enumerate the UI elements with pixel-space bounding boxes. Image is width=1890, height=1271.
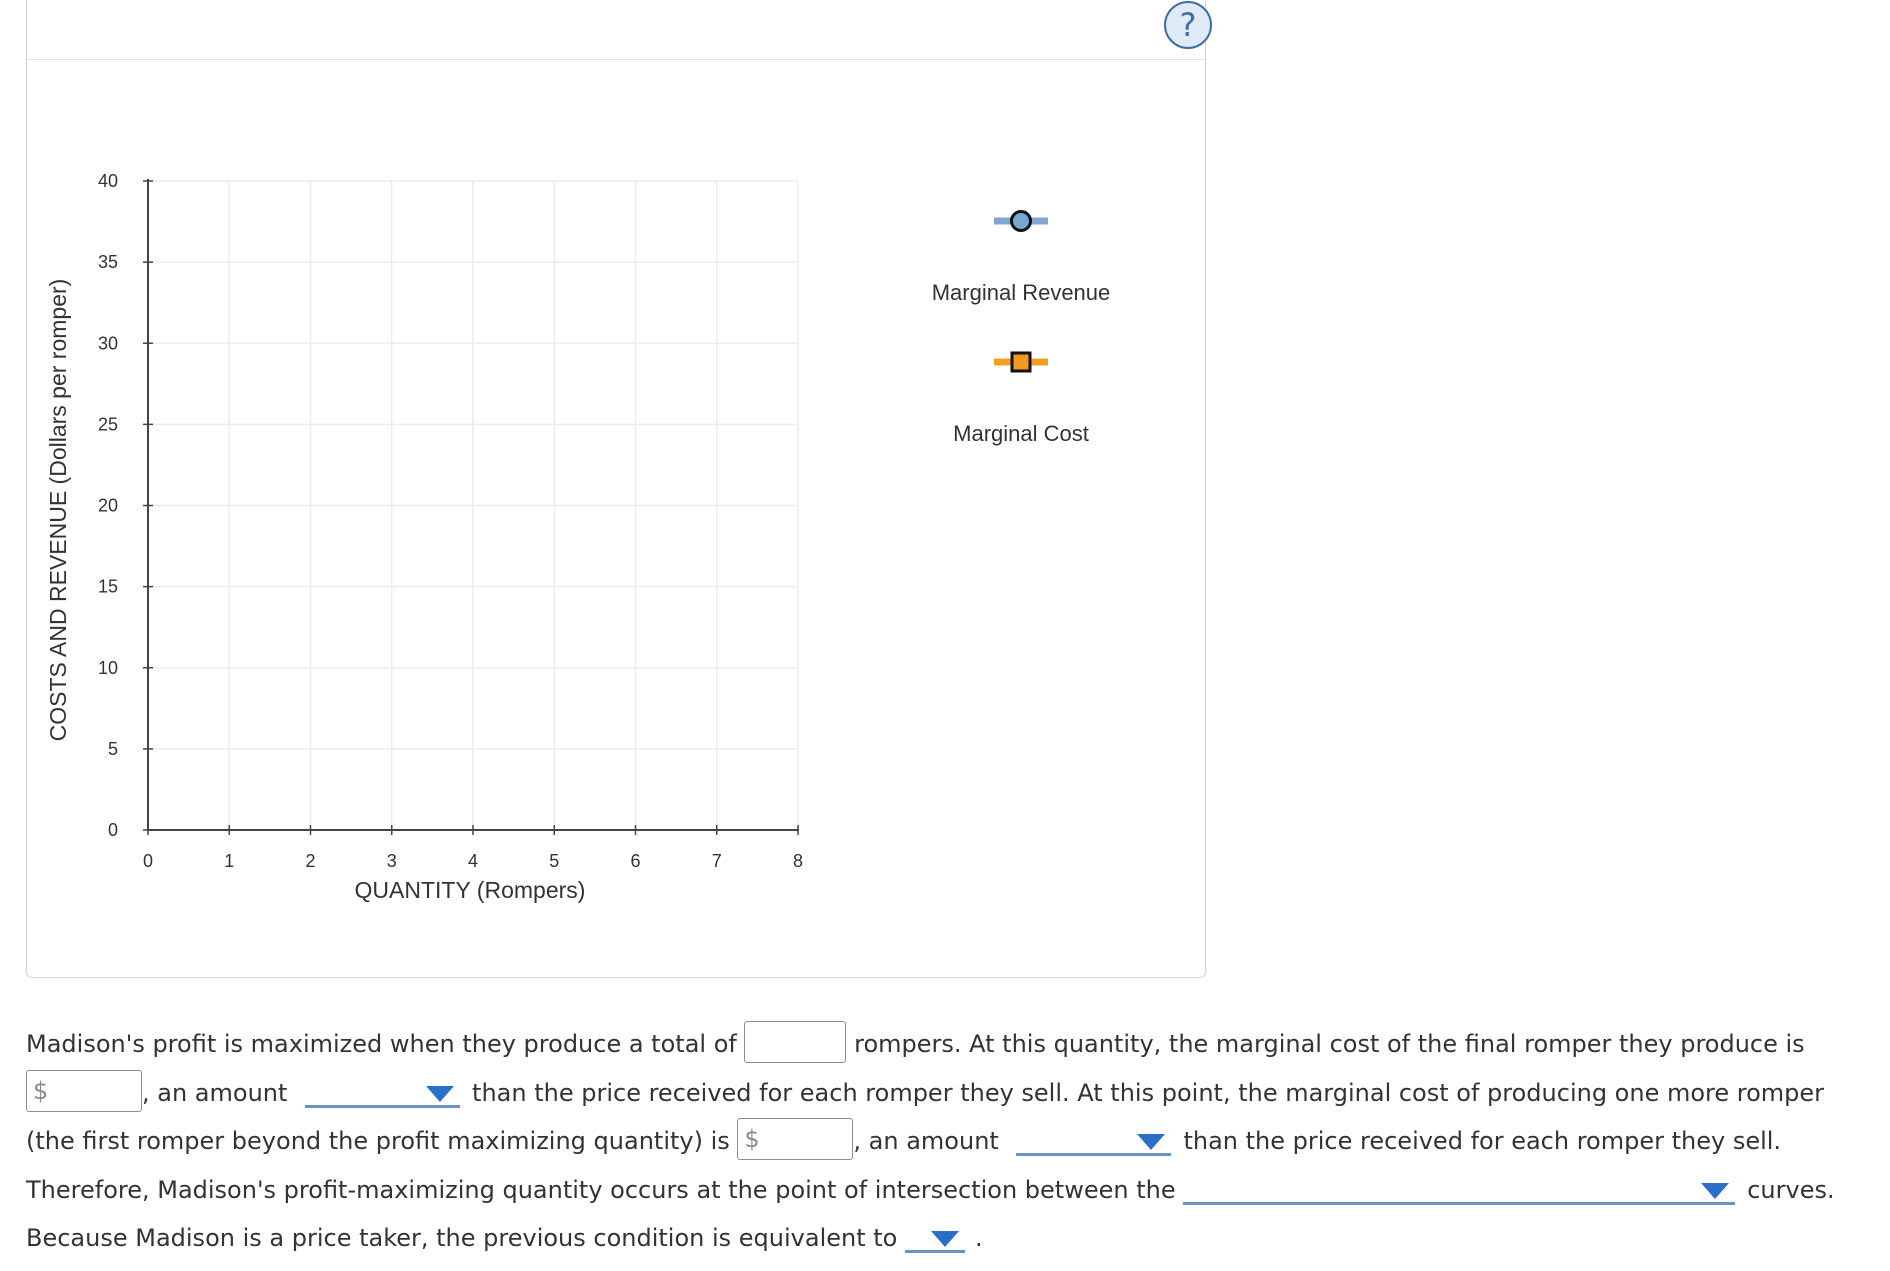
marginal-cost-final-input[interactable]: $ bbox=[26, 1069, 142, 1112]
y-tick-label: 40 bbox=[98, 171, 118, 191]
question-line-5: Because Madison is a price taker, the pr… bbox=[26, 1214, 1866, 1263]
marginal-cost-next-input[interactable]: $ bbox=[737, 1118, 854, 1160]
question-line-1: Madison's profit is maximized when they … bbox=[26, 1020, 1866, 1069]
question-text-4: than the price received for each romper … bbox=[472, 1078, 1825, 1107]
x-tick-label: 6 bbox=[630, 851, 640, 871]
x-tick-label: 3 bbox=[387, 851, 397, 871]
question-text-5: (the first romper beyond the profit maxi… bbox=[26, 1127, 730, 1155]
y-tick-label: 10 bbox=[98, 658, 118, 678]
x-axis-ticks: 0 1 2 3 4 5 6 7 8 bbox=[143, 825, 803, 871]
chevron-down-icon bbox=[1137, 1134, 1166, 1150]
x-tick-label: 5 bbox=[549, 851, 559, 871]
question-text-10: Because Madison is a price taker, the pr… bbox=[26, 1224, 898, 1252]
x-tick-label: 1 bbox=[224, 851, 234, 871]
comparison-dropdown-1[interactable] bbox=[305, 1074, 461, 1108]
panel-divider bbox=[27, 59, 1205, 60]
chart: 0 1 2 3 4 5 6 7 8 0 5 10 15 20 25 30 35 40 QUANTITY (Rom… bbox=[45, 171, 1048, 903]
question-line-3: (the first romper beyond the profit maxi… bbox=[26, 1117, 1866, 1166]
y-axis-ticks: 0 5 10 15 20 25 30 35 40 bbox=[98, 171, 153, 840]
y-tick-label: 25 bbox=[98, 414, 118, 434]
question-text-2: rompers. At this quantity, the marginal … bbox=[854, 1030, 1805, 1058]
y-tick-label: 30 bbox=[98, 333, 118, 353]
y-tick-label: 5 bbox=[108, 739, 118, 759]
legend-marginal-cost-label: Marginal Cost bbox=[953, 421, 1089, 446]
x-tick-label: 4 bbox=[468, 851, 478, 871]
x-tick-label: 7 bbox=[712, 851, 722, 871]
comparison-dropdown-2[interactable] bbox=[1016, 1122, 1172, 1156]
question-line-4: Therefore, Madison's profit-maximizing q… bbox=[26, 1166, 1866, 1215]
chart-grid bbox=[147, 180, 799, 831]
question-text-11: . bbox=[975, 1224, 983, 1252]
graph-panel: ? bbox=[26, 0, 1212, 978]
question-text-8: Therefore, Madison's profit-maximizing q… bbox=[26, 1175, 1176, 1204]
y-axis-label: COSTS AND REVENUE (Dollars per romper) bbox=[45, 279, 71, 742]
question-text-3: , an amount bbox=[142, 1078, 288, 1107]
x-tick-label: 0 bbox=[143, 851, 153, 871]
condition-dropdown[interactable] bbox=[905, 1219, 965, 1253]
question-text-1: Madison's profit is maximized when they … bbox=[26, 1030, 737, 1058]
help-button[interactable]: ? bbox=[1164, 1, 1212, 49]
x-tick-label: 8 bbox=[793, 851, 803, 871]
chevron-down-icon bbox=[931, 1231, 959, 1247]
chevron-down-icon bbox=[1701, 1182, 1730, 1199]
y-tick-label: 0 bbox=[108, 820, 118, 840]
y-tick-label: 35 bbox=[98, 252, 118, 272]
dollar-sign: $ bbox=[744, 1125, 760, 1153]
x-axis-label: QUANTITY (Rompers) bbox=[355, 877, 586, 903]
curves-dropdown[interactable] bbox=[1183, 1171, 1736, 1205]
dollar-sign: $ bbox=[33, 1076, 49, 1105]
question-text-9: curves. bbox=[1747, 1175, 1835, 1204]
question-text-7: than the price received for each romper … bbox=[1183, 1127, 1782, 1155]
quantity-input[interactable] bbox=[744, 1021, 847, 1063]
question-text-6: , an amount bbox=[853, 1127, 999, 1155]
legend-marginal-revenue-icon[interactable] bbox=[994, 210, 1048, 232]
legend-marginal-cost-icon[interactable] bbox=[994, 351, 1048, 373]
question-line-2: $ , an amount than the price received for… bbox=[26, 1069, 1866, 1118]
y-tick-label: 15 bbox=[98, 577, 118, 597]
y-tick-label: 20 bbox=[98, 496, 118, 516]
chevron-down-icon bbox=[426, 1085, 455, 1102]
legend-marginal-revenue-label: Marginal Revenue bbox=[931, 280, 1111, 305]
question-text: Madison's profit is maximized when they … bbox=[26, 1020, 1866, 1263]
x-tick-label: 2 bbox=[305, 851, 315, 871]
